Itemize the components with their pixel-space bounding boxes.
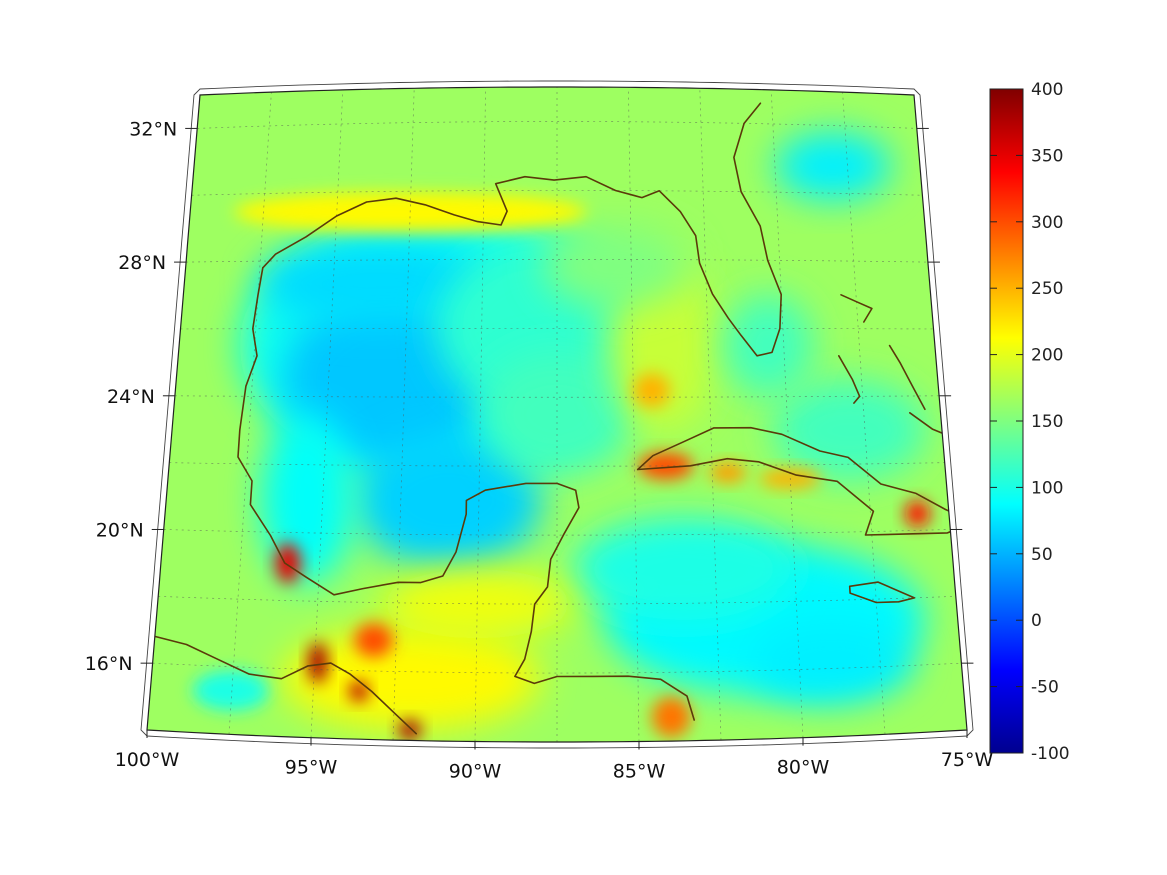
- lon-tick-label: 90°W: [449, 761, 502, 783]
- colorbar-tick-label: -100: [1031, 744, 1070, 764]
- lat-tick-label: 16°N: [85, 653, 133, 675]
- coastline-segment: [261, 102, 783, 357]
- colorbar-tick-label: 150: [1031, 412, 1063, 432]
- latitude-tick-labels: 32°N 28°N 24°N 20°N 16°N: [85, 118, 974, 675]
- lat-tick-label: 28°N: [118, 252, 166, 274]
- field-value-patch: [349, 680, 369, 702]
- field-value-patch: [542, 224, 691, 308]
- colorbar-tick-label: 100: [1031, 478, 1063, 498]
- lon-tick-label: 85°W: [613, 761, 666, 783]
- lon-tick-label: 95°W: [285, 757, 338, 779]
- longitude-tick-labels: 100°W 95°W 90°W 85°W 80°W 75°W: [115, 730, 994, 783]
- graticule: [152, 87, 962, 742]
- parallel-line: [158, 595, 956, 605]
- field-value-patch: [772, 379, 927, 482]
- lon-tick-label: 75°W: [941, 749, 994, 771]
- field-value-patch: [275, 542, 301, 584]
- lat-tick-label: 24°N: [107, 386, 155, 408]
- field-value-patch: [258, 242, 498, 326]
- parallel-line: [191, 190, 923, 196]
- coastline-segment: [848, 581, 916, 604]
- field-value-patch: [774, 132, 892, 201]
- meridian-line: [628, 87, 640, 742]
- colorbar-tick-label: 300: [1031, 213, 1063, 233]
- colorbar-tick-label: 200: [1031, 346, 1063, 366]
- parallel-line: [174, 395, 940, 398]
- lat-tick-label: 32°N: [129, 118, 177, 140]
- field-value-patch: [709, 462, 747, 483]
- field-value-patch: [905, 500, 930, 527]
- field-value-patch: [633, 373, 670, 408]
- field-value-patch: [637, 452, 694, 480]
- lon-tick-label: 100°W: [115, 749, 180, 771]
- colorbar-tick-label: 350: [1031, 146, 1063, 166]
- field-value-patch: [354, 623, 394, 658]
- field-value-patch: [480, 352, 634, 477]
- coastline-segment: [888, 344, 926, 411]
- colorbar-tick-label: 400: [1031, 80, 1063, 100]
- field-value-patch: [281, 627, 541, 731]
- parallel-line: [163, 529, 951, 536]
- colorbar: 400 350 300 250 200 150 100 50 0 -50 -100: [989, 80, 1070, 764]
- meridian-line: [474, 87, 486, 742]
- meridian-line: [699, 88, 722, 741]
- field-value-patch: [308, 642, 328, 684]
- field-value-patch: [192, 670, 271, 711]
- colorbar-tick-label: 50: [1031, 545, 1053, 565]
- parallel-line: [186, 259, 928, 263]
- field-value-patch: [750, 620, 913, 703]
- meridian-line: [770, 89, 804, 738]
- coastline-segment: [237, 266, 696, 721]
- field-value-patch: [572, 517, 795, 621]
- coastline-segment: [837, 354, 861, 404]
- coastline-segment: [840, 293, 873, 323]
- field-value-patch: [260, 413, 354, 584]
- field-value-patch: [723, 294, 814, 397]
- field-value-patch: [398, 719, 422, 741]
- lat-tick-label: 20°N: [96, 520, 144, 542]
- colorbar-tick-label: 250: [1031, 279, 1063, 299]
- field-value-patch: [651, 696, 691, 738]
- colorbar-tick-label: 0: [1031, 611, 1042, 631]
- data-field: [147, 87, 967, 742]
- coastline-segment: [154, 635, 418, 735]
- lon-tick-label: 80°W: [777, 757, 830, 779]
- meridian-line: [310, 89, 344, 738]
- meridian-line: [392, 88, 415, 741]
- map-border: [146, 86, 968, 743]
- colorbar-tick-label: -50: [1031, 678, 1059, 698]
